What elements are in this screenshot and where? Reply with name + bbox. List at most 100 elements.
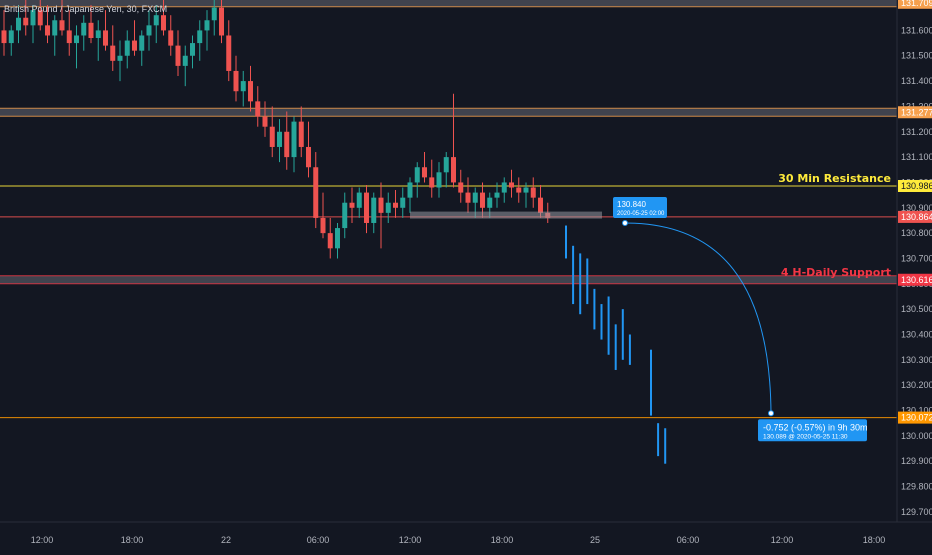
candle-body[interactable] xyxy=(414,167,420,183)
candle-body[interactable] xyxy=(59,20,65,31)
candle-body[interactable] xyxy=(161,15,166,31)
candle-body[interactable] xyxy=(407,182,413,198)
candle-body[interactable] xyxy=(219,7,224,36)
candle-body[interactable] xyxy=(429,177,435,188)
candle-body[interactable] xyxy=(487,197,493,208)
y-tick-label: 131.200 xyxy=(901,127,932,137)
candle-body[interactable] xyxy=(538,197,543,213)
x-tick-label: 18:00 xyxy=(121,535,144,545)
candle-body[interactable] xyxy=(349,202,355,208)
candle-body[interactable] xyxy=(298,121,304,147)
candle-body[interactable] xyxy=(284,131,290,158)
candle-body[interactable] xyxy=(168,30,174,46)
candle-body[interactable] xyxy=(124,40,130,56)
candle-body[interactable] xyxy=(327,233,333,249)
candle-body[interactable] xyxy=(233,70,239,92)
candle-body[interactable] xyxy=(465,192,471,203)
candle-body[interactable] xyxy=(451,157,456,183)
candle-body[interactable] xyxy=(501,182,507,193)
y-tick-label: 131.400 xyxy=(901,76,932,86)
candle-body[interactable] xyxy=(385,202,391,213)
measure-start-point[interactable] xyxy=(622,219,628,226)
candle-body[interactable] xyxy=(88,22,94,39)
projection-layer xyxy=(565,219,774,464)
candle-body[interactable] xyxy=(371,197,377,223)
candle-body[interactable] xyxy=(204,20,210,31)
candle-body[interactable] xyxy=(306,146,311,168)
candle-body[interactable] xyxy=(37,10,43,26)
x-tick-label: 12:00 xyxy=(399,535,422,545)
candle-body[interactable] xyxy=(66,30,72,44)
candle-body[interactable] xyxy=(226,35,232,71)
candle-body[interactable] xyxy=(211,7,217,21)
candle-body[interactable] xyxy=(81,22,87,36)
candle-body[interactable] xyxy=(400,197,406,208)
candle-body[interactable] xyxy=(132,40,137,51)
measure-curve[interactable] xyxy=(624,222,772,414)
candle-body[interactable] xyxy=(146,25,152,36)
candle-body[interactable] xyxy=(248,81,253,102)
candle-body[interactable] xyxy=(74,35,79,44)
candle-body[interactable] xyxy=(190,43,195,56)
candle-body[interactable] xyxy=(197,30,203,44)
candle-body[interactable] xyxy=(393,202,398,208)
x-tick-label: 12:00 xyxy=(771,535,794,545)
candle-body[interactable] xyxy=(1,30,7,44)
candle-body[interactable] xyxy=(291,121,297,158)
candle-body[interactable] xyxy=(269,126,275,147)
candle-body[interactable] xyxy=(443,157,449,173)
candle-body[interactable] xyxy=(509,182,514,188)
candle-body[interactable] xyxy=(95,30,101,39)
measure-start-time: 2020-05-25 02:00 xyxy=(617,211,665,217)
candle-body[interactable] xyxy=(240,81,246,92)
candle-body[interactable] xyxy=(103,30,108,46)
candle-body[interactable] xyxy=(364,192,369,223)
x-tick-label: 25 xyxy=(590,535,600,545)
measure-end-point[interactable] xyxy=(768,410,774,417)
measure-result-detail: 130.089 @ 2020-05-25 11:30 xyxy=(763,433,848,440)
candle-body[interactable] xyxy=(342,202,348,229)
candle-body[interactable] xyxy=(30,10,36,26)
candle-body[interactable] xyxy=(472,192,478,203)
candle-body[interactable] xyxy=(378,197,384,213)
candle-body[interactable] xyxy=(480,192,485,208)
candle-body[interactable] xyxy=(262,116,268,127)
candle-body[interactable] xyxy=(436,172,442,188)
candle-body[interactable] xyxy=(8,30,14,44)
candle-body[interactable] xyxy=(494,192,500,198)
candle-body[interactable] xyxy=(139,35,145,51)
candle-body[interactable] xyxy=(16,17,21,31)
candle-body[interactable] xyxy=(182,55,188,66)
x-tick-label: 12:00 xyxy=(31,535,54,545)
candle-body[interactable] xyxy=(458,182,464,193)
candle-body[interactable] xyxy=(45,25,50,36)
candle-body[interactable] xyxy=(117,55,123,61)
candle-body[interactable] xyxy=(52,20,58,36)
annotations-layer: 130.840 2020-05-25 02:00 -0.752 (-0.57%) i… xyxy=(410,172,891,442)
candle-body[interactable] xyxy=(255,101,261,117)
level-price-label: 131.277 xyxy=(901,107,932,117)
level-zone xyxy=(0,275,897,284)
candle-body[interactable] xyxy=(335,228,340,249)
candle-body[interactable] xyxy=(530,187,536,198)
candle-body[interactable] xyxy=(277,131,282,147)
candle-body[interactable] xyxy=(175,45,181,66)
y-tick-label: 130.300 xyxy=(901,355,932,365)
candle-body[interactable] xyxy=(523,187,529,193)
candle-body[interactable] xyxy=(153,15,159,26)
candle-body[interactable] xyxy=(516,187,522,193)
candle-body[interactable] xyxy=(320,217,326,234)
candle-body[interactable] xyxy=(110,45,116,61)
y-tick-label: 130.500 xyxy=(901,304,932,314)
y-tick-label: 130.700 xyxy=(901,253,932,263)
candle-body[interactable] xyxy=(23,17,29,26)
level-zone xyxy=(0,0,897,7)
candle-body[interactable] xyxy=(422,167,427,178)
candle-body[interactable] xyxy=(313,167,319,218)
y-tick-label: 130.000 xyxy=(901,431,932,441)
candle-body[interactable] xyxy=(356,192,362,208)
candles-layer xyxy=(1,0,551,259)
